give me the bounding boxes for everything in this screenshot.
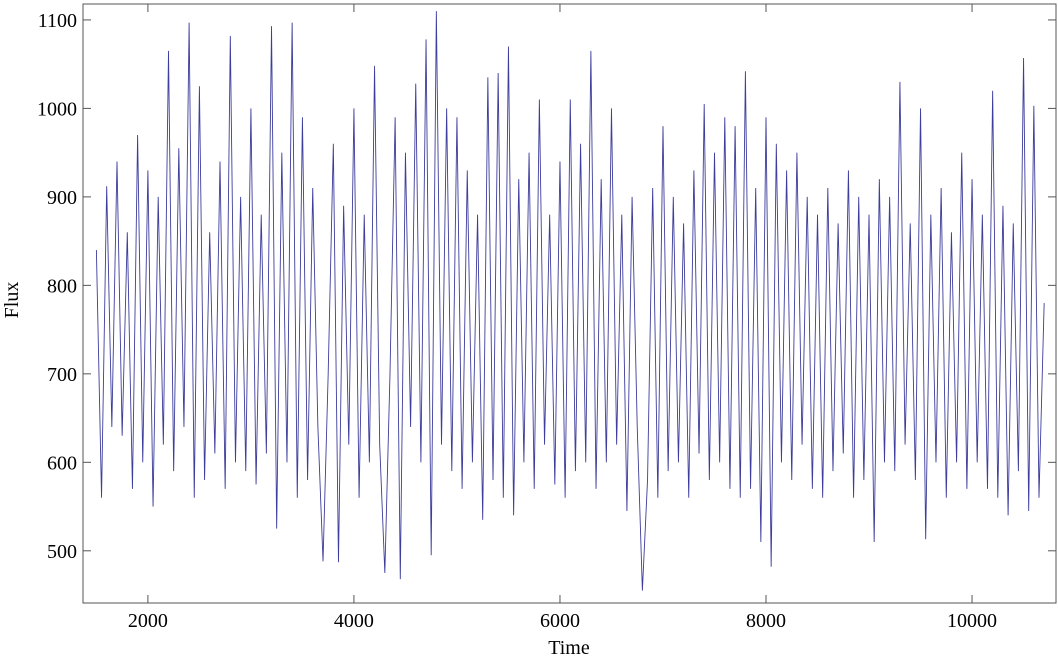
y-tick-label: 1000 — [37, 98, 77, 120]
y-tick-label: 1100 — [38, 10, 77, 32]
x-tick-label: 6000 — [540, 610, 580, 632]
y-tick-label: 500 — [47, 541, 77, 563]
data-line — [95, 11, 1045, 591]
x-tick-label: 10000 — [947, 610, 997, 632]
y-tick-label: 700 — [47, 364, 77, 386]
y-tick-label: 800 — [47, 275, 77, 297]
x-tick-label: 2000 — [128, 610, 168, 632]
plot-frame — [82, 3, 1057, 604]
x-tick-label: 4000 — [334, 610, 374, 632]
y-tick-label: 900 — [47, 187, 77, 209]
x-tick-label: 8000 — [746, 610, 786, 632]
x-axis-label: Time — [548, 637, 590, 659]
y-tick-label: 600 — [47, 452, 77, 474]
y-axis-label: Flux — [1, 282, 23, 319]
